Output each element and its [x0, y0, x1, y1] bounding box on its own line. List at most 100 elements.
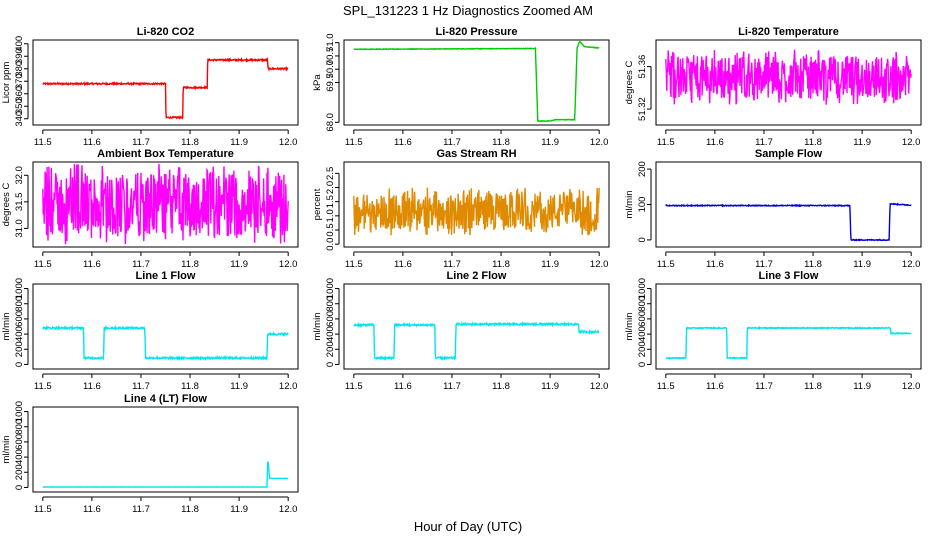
y-tick-label: 340 — [14, 111, 25, 127]
plot-frame — [655, 283, 922, 370]
panel-3: Li-820 Temperature degrees C 11.5 11.6 11.7 1… — [624, 26, 922, 148]
y-axis-label: degrees C — [1, 182, 12, 226]
series-line — [42, 461, 289, 488]
y-axis-label: percent — [312, 188, 323, 220]
x-tick-label: 11.9 — [541, 259, 559, 270]
y-tick-label: 400 — [14, 326, 25, 342]
x-tick-label: 11.8 — [804, 137, 822, 148]
x-tick-label: 11.7 — [755, 381, 773, 392]
y-tick-label: 600 — [637, 311, 648, 327]
panel-1: Li-820 CO2 Licor ppm 11.5 11.6 11.7 11.8 11.9 1… — [1, 26, 299, 148]
y-tick-label: 600 — [14, 434, 25, 450]
x-tick-label: 11.8 — [181, 137, 199, 148]
y-tick-label: 31.0 — [14, 219, 25, 238]
figure-title: SPL_131223 1 Hz Diagnostics Zoomed AM — [343, 3, 593, 18]
y-axis-label: degrees C — [624, 60, 635, 104]
y-tick-label: 2.0 — [325, 181, 336, 194]
y-tick-label: 800 — [325, 296, 336, 312]
series-line — [665, 326, 912, 361]
x-tick-label: 11.8 — [492, 137, 510, 148]
panel-title: Gas Stream RH — [436, 148, 516, 160]
y-tick-label: 1000 — [637, 278, 648, 299]
x-tick-label: 12.0 — [902, 381, 921, 392]
x-tick-label: 11.6 — [83, 137, 101, 148]
y-tick-label: 51.36 — [637, 55, 648, 79]
y-tick-label: 69.5 — [325, 73, 336, 92]
y-tick-label: 0 — [325, 362, 336, 367]
figure-x-axis-label: Hour of Day (UTC) — [414, 519, 522, 534]
plot-frame — [343, 283, 610, 370]
y-axis-label: ml/min — [312, 313, 323, 341]
panel-6: Sample Flow ml/min 11.5 11.6 11.7 11.8 11.9 12.… — [624, 148, 922, 270]
panel-5: Gas Stream RH percent 11.5 11.6 11.7 11.8 11.9… — [312, 148, 610, 270]
y-tick-label: 1.5 — [325, 195, 336, 208]
y-tick-label: 2.5 — [325, 167, 336, 180]
y-tick-label: 200 — [14, 464, 25, 480]
y-tick-label: 800 — [14, 419, 25, 435]
x-tick-label: 12.0 — [279, 137, 298, 148]
y-tick-label: 0 — [637, 362, 648, 367]
x-tick-label: 11.9 — [230, 504, 248, 515]
plot-frame — [32, 39, 299, 126]
y-axis-label: ml/min — [624, 191, 635, 219]
x-tick-label: 12.0 — [902, 137, 921, 148]
y-tick-label: 1.0 — [325, 209, 336, 222]
y-tick-label: 1000 — [14, 278, 25, 299]
panel-8: Line 2 Flow ml/min 11.5 11.6 11.7 11.8 11.9 12.… — [312, 270, 610, 392]
x-tick-label: 11.7 — [755, 259, 773, 270]
x-tick-label: 11.5 — [345, 259, 363, 270]
x-tick-label: 11.8 — [804, 259, 822, 270]
series-line — [353, 187, 600, 236]
panel-title: Li-820 Pressure — [436, 26, 518, 38]
x-tick-label: 11.5 — [657, 381, 675, 392]
panel-2: Li-820 Pressure kPa 11.5 11.6 11.7 11.8 11.9 12… — [312, 26, 610, 148]
panel-title: Line 4 (LT) Flow — [124, 393, 207, 405]
x-tick-label: 11.9 — [541, 381, 559, 392]
x-tick-label: 12.0 — [279, 259, 298, 270]
series-line — [42, 324, 289, 362]
y-tick-label: 70.5 — [325, 47, 336, 66]
x-tick-label: 11.6 — [706, 381, 724, 392]
panel-title: Sample Flow — [755, 148, 823, 160]
x-tick-label: 11.8 — [181, 504, 199, 515]
x-tick-label: 11.6 — [394, 381, 412, 392]
y-axis-label: ml/min — [624, 313, 635, 341]
y-tick-label: 600 — [325, 311, 336, 327]
x-tick-label: 11.9 — [853, 137, 871, 148]
x-tick-label: 11.6 — [83, 381, 101, 392]
x-tick-label: 11.5 — [657, 259, 675, 270]
x-tick-label: 11.7 — [132, 381, 150, 392]
y-tick-label: 0.0 — [325, 238, 336, 251]
x-tick-label: 11.9 — [853, 381, 871, 392]
x-tick-label: 11.9 — [230, 381, 248, 392]
plot-frame — [343, 161, 610, 248]
y-tick-label: 400 — [637, 326, 648, 342]
panel-title: Li-820 CO2 — [137, 26, 194, 38]
x-tick-label: 12.0 — [902, 259, 921, 270]
series-line — [665, 202, 912, 242]
x-tick-label: 12.0 — [279, 381, 298, 392]
x-tick-label: 11.5 — [34, 137, 52, 148]
x-tick-label: 11.5 — [34, 259, 52, 270]
y-tick-label: 31.5 — [14, 193, 25, 212]
series-line — [353, 41, 600, 123]
plot-frame — [655, 39, 922, 126]
x-tick-label: 11.6 — [83, 504, 101, 515]
panel-title: Line 1 Flow — [136, 270, 196, 282]
panel-grid: Li-820 CO2 Licor ppm 11.5 11.6 11.7 11.8 11.9 1… — [1, 26, 922, 515]
y-tick-label: 100 — [637, 197, 648, 213]
x-tick-label: 11.7 — [443, 381, 461, 392]
x-tick-label: 11.9 — [230, 259, 248, 270]
y-tick-label: 200 — [637, 341, 648, 357]
panel-title: Line 3 Flow — [759, 270, 819, 282]
x-tick-label: 11.6 — [706, 259, 724, 270]
y-tick-label: 0 — [637, 237, 648, 242]
x-tick-label: 11.7 — [755, 137, 773, 148]
y-tick-label: 380 — [14, 61, 25, 77]
panel-9: Line 3 Flow ml/min 11.5 11.6 11.7 11.8 11.9 12.… — [624, 270, 922, 392]
y-axis-label: kPa — [312, 74, 323, 91]
y-tick-label: 360 — [14, 86, 25, 102]
y-tick-label: 1000 — [14, 401, 25, 422]
x-tick-label: 11.7 — [132, 259, 150, 270]
